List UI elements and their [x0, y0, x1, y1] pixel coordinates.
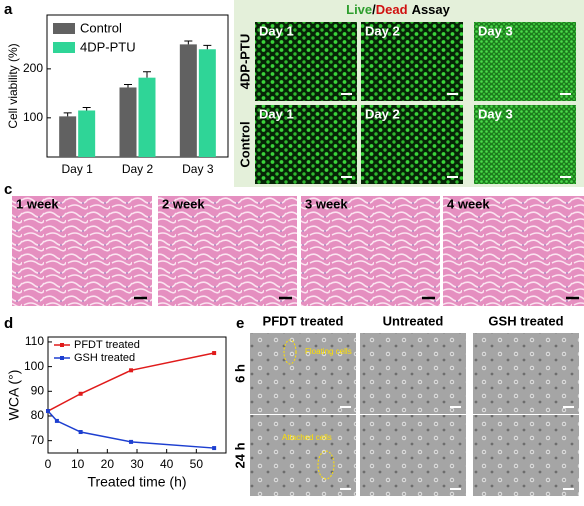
y-tick-label: 200	[23, 61, 43, 75]
y-tick-label: 100	[24, 359, 44, 373]
x-tick-label: 0	[45, 457, 52, 471]
micrograph	[361, 105, 463, 184]
annotation-circle	[317, 450, 335, 480]
point	[212, 446, 217, 451]
error-bar	[184, 40, 193, 45]
y-axis-label: Cell viability (%)	[6, 43, 20, 128]
error-bar	[63, 112, 72, 117]
histology-image	[12, 196, 152, 306]
image-label: Day 1	[259, 106, 294, 121]
point	[54, 418, 59, 423]
row-label: 6 h	[232, 364, 247, 383]
micrograph	[361, 22, 463, 101]
micrograph	[473, 415, 579, 496]
x-tick-label: 50	[190, 457, 204, 471]
legend-label: GSH treated	[74, 352, 135, 364]
point	[129, 439, 134, 444]
column-label: Untreated	[383, 313, 444, 328]
micrograph	[255, 22, 357, 101]
image-label: 1 week	[16, 196, 59, 211]
panel-label: c	[4, 181, 12, 198]
image-label: Day 1	[259, 23, 294, 38]
micrograph	[360, 415, 466, 496]
title-part: Live	[346, 2, 372, 17]
y-tick-label: 90	[31, 383, 45, 397]
legend-swatch	[53, 23, 75, 34]
micrograph	[474, 105, 576, 184]
error-bar	[143, 71, 151, 78]
legend-label: Control	[80, 20, 122, 35]
y-tick-label: 100	[23, 110, 43, 124]
panel-label: a	[4, 1, 13, 18]
point	[46, 409, 50, 414]
annotation: Attached cells	[282, 433, 332, 442]
annotation: Floating cells	[305, 347, 352, 356]
image-label: 3 week	[305, 196, 348, 211]
panel-label: e	[236, 315, 244, 332]
panel-b-title: Live/Dead Assay	[346, 2, 451, 17]
point	[129, 368, 134, 373]
x-tick-label: 10	[71, 457, 85, 471]
annotation-circle	[283, 339, 297, 365]
x-tick-label: Day 3	[182, 162, 214, 176]
image-label: 4 week	[447, 196, 490, 211]
column-label: GSH treated	[488, 313, 563, 328]
y-axis-label: WCA (°)	[6, 370, 22, 421]
y-tick-label: 80	[31, 408, 45, 422]
histology-image	[158, 196, 297, 306]
x-tick-label: Day 1	[61, 162, 93, 176]
panel-label: d	[4, 315, 13, 332]
legend-swatch	[53, 42, 75, 53]
x-tick-label: 40	[160, 457, 174, 471]
x-tick-label: 20	[101, 457, 115, 471]
micrograph	[474, 22, 576, 101]
error-bar	[203, 44, 212, 50]
x-tick-label: Day 2	[122, 162, 154, 176]
error-bar	[124, 84, 132, 88]
image-label: Day 2	[365, 23, 400, 38]
histology-image	[301, 196, 440, 306]
legend-marker	[60, 343, 64, 347]
title-part: Dead	[376, 2, 408, 17]
x-axis-label: Treated time (h)	[87, 474, 186, 490]
point	[78, 391, 83, 396]
bar	[198, 49, 216, 157]
y-tick-label: 110	[25, 334, 44, 348]
micrograph	[250, 333, 356, 414]
micrograph	[250, 415, 356, 496]
column-label: PFDT treated	[263, 313, 344, 328]
legend-label: 4DP-PTU	[80, 39, 136, 54]
plot-frame	[46, 14, 229, 158]
micrograph	[473, 333, 579, 414]
title-part: Assay	[412, 2, 451, 17]
point	[212, 351, 217, 356]
bar	[138, 77, 156, 157]
row-label: Control	[237, 121, 252, 167]
image-label: 2 week	[162, 196, 205, 211]
title-part: /	[372, 2, 376, 17]
image-label: Day 2	[365, 106, 400, 121]
bar	[59, 116, 77, 157]
image-label: Day 3	[478, 23, 513, 38]
bar	[119, 87, 137, 157]
error-bar	[82, 107, 91, 111]
legend-label: PFDT treated	[74, 339, 140, 351]
row-label: 4DP-PTU	[237, 34, 252, 90]
histology-image	[443, 196, 584, 306]
legend-marker	[60, 356, 64, 360]
y-tick-label: 70	[31, 433, 45, 447]
micrograph	[360, 333, 466, 414]
bar	[78, 110, 96, 157]
micrograph	[255, 105, 357, 184]
row-label: 24 h	[232, 442, 247, 468]
bar	[179, 44, 197, 157]
x-tick-label: 30	[130, 457, 144, 471]
image-label: Day 3	[478, 106, 513, 121]
line	[47, 352, 215, 412]
point	[78, 430, 83, 435]
